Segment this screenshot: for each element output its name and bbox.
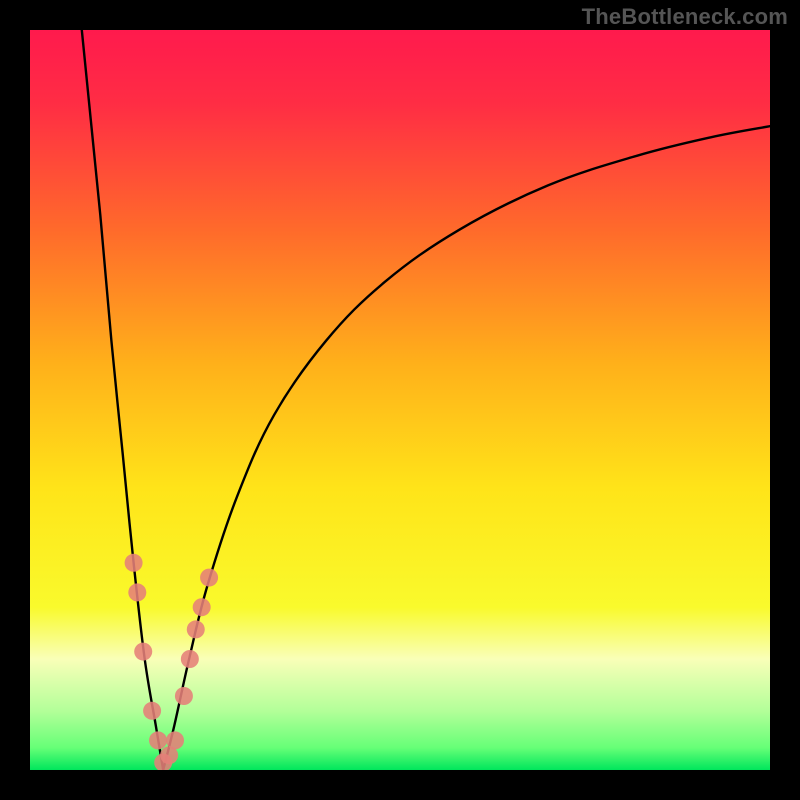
marker-group <box>125 554 218 770</box>
data-marker <box>181 650 199 668</box>
watermark-text: TheBottleneck.com <box>582 4 788 30</box>
root-container: TheBottleneck.com <box>0 0 800 800</box>
data-marker <box>125 554 143 572</box>
data-marker <box>149 731 167 749</box>
data-marker <box>166 731 184 749</box>
data-marker <box>175 687 193 705</box>
chart-overlay <box>30 30 770 770</box>
plot-area <box>30 30 770 770</box>
data-marker <box>200 569 218 587</box>
data-marker <box>193 598 211 616</box>
data-marker <box>187 620 205 638</box>
curve-right <box>163 126 770 770</box>
data-marker <box>128 583 146 601</box>
data-marker <box>143 702 161 720</box>
data-marker <box>134 643 152 661</box>
curve-left <box>82 30 163 770</box>
